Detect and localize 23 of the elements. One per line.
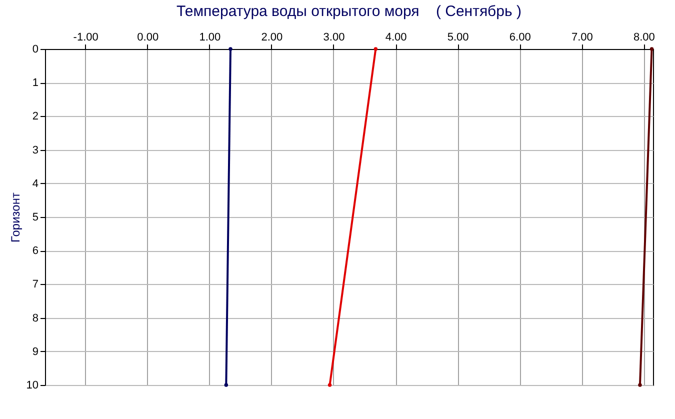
x-tick-label: -1.00: [73, 32, 98, 44]
x-tick-label: 3.00: [323, 32, 345, 44]
x-tick-label: 8.00: [633, 32, 655, 44]
y-tick-label: 2: [32, 110, 38, 123]
y-axis-title: Горизонт: [8, 192, 22, 242]
y-tick-label: 4: [32, 178, 38, 190]
x-tick-label: 4.00: [385, 32, 407, 44]
y-tick-label: 9: [32, 346, 38, 358]
x-tick-label: 2.00: [261, 32, 283, 44]
y-tick-label: 8: [32, 312, 38, 324]
y-tick-label: 0: [32, 44, 38, 56]
x-tick-label: 5.00: [447, 32, 469, 44]
x-tick-label: 6.00: [509, 32, 531, 44]
y-tick-label: 5: [32, 212, 38, 224]
x-tick-label: 0.00: [137, 32, 159, 44]
x-tick-label: 7.00: [571, 32, 593, 44]
y-tick-label: 3: [32, 144, 38, 156]
y-tick-label: 7: [32, 278, 38, 291]
chart-title: Температура воды открытого моря ( Сентябрь ): [176, 3, 522, 20]
y-tick-label: 1: [32, 77, 38, 90]
x-tick-label: 1.00: [199, 32, 221, 44]
y-tick-label: 6: [32, 245, 38, 258]
y-tick-label: 10: [26, 380, 38, 392]
